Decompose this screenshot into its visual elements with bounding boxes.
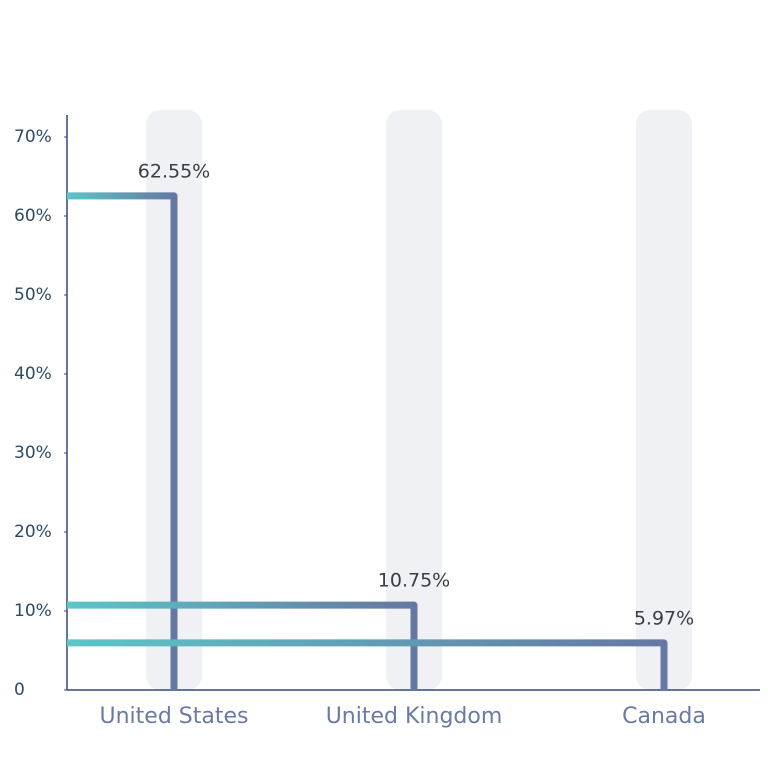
y-tick-label: 0 xyxy=(14,680,25,700)
column-backgrounds xyxy=(146,110,692,690)
bar xyxy=(67,601,418,690)
bar xyxy=(67,192,178,690)
y-tick-label: 60% xyxy=(14,206,52,226)
x-tick-label: United Kingdom xyxy=(326,704,503,729)
y-tick-label: 30% xyxy=(14,443,52,463)
value-label: 5.97% xyxy=(634,607,694,629)
column-background xyxy=(636,110,692,690)
x-tick-label: Canada xyxy=(622,704,706,729)
x-tick-label: United States xyxy=(100,704,249,729)
value-label: 10.75% xyxy=(378,570,450,592)
y-tick-label: 20% xyxy=(14,522,52,542)
value-label: 62.55% xyxy=(138,160,210,182)
y-tick-label: 70% xyxy=(14,127,52,147)
y-tick-label: 40% xyxy=(14,364,52,384)
column-background xyxy=(386,110,442,690)
bar xyxy=(67,639,668,690)
y-tick-label: 50% xyxy=(14,285,52,305)
y-tick-label: 10% xyxy=(14,601,52,621)
